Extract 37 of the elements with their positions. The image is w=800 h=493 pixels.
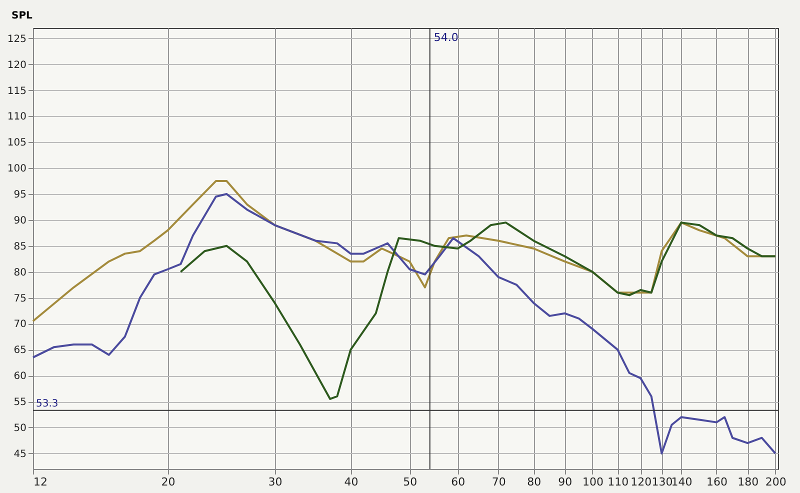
x-tick-label: 180 <box>738 476 759 488</box>
x-tick-label: 30 <box>268 476 282 488</box>
x-tick-label: 50 <box>403 476 418 488</box>
y-axis-title: SPL <box>12 10 34 22</box>
y-tick-label: 105 <box>7 138 26 149</box>
y-tick-label: 60 <box>14 371 26 382</box>
y-tick-label: 45 <box>14 448 26 460</box>
x-tick-label: 90 <box>558 476 572 488</box>
x-tick-label: 12 <box>34 476 48 488</box>
y-tick-label: 65 <box>14 345 26 356</box>
x-tick-label: 20 <box>161 476 176 488</box>
y-tick-label: 95 <box>14 190 26 201</box>
y-tick-label: 75 <box>14 293 26 304</box>
y-tick-label: 70 <box>14 319 26 330</box>
x-tick-label: 140 <box>671 476 692 488</box>
x-tick-label: 60 <box>451 476 466 488</box>
ref-line-label: 53.3 <box>36 398 58 410</box>
y-tick-label: 80 <box>14 267 26 278</box>
y-tick-label: 55 <box>14 397 26 408</box>
x-tick-label: 200 <box>765 476 786 488</box>
y-tick-label: 90 <box>14 215 26 226</box>
x-tick-label: 130 <box>652 476 673 488</box>
x-tick-label: 80 <box>527 476 542 488</box>
x-tick-label: 100 <box>582 476 604 488</box>
ref-line-label: 54.0 <box>434 31 458 44</box>
x-tick-label: 70 <box>492 476 506 488</box>
x-tick-label: 120 <box>630 476 652 488</box>
y-tick-label: 85 <box>14 241 26 252</box>
y-tick-label: 125 <box>7 34 26 45</box>
x-tick-label: 110 <box>608 476 629 488</box>
y-tick-label: 115 <box>7 86 26 97</box>
y-tick-label: 100 <box>7 164 26 175</box>
x-tick-label: 160 <box>706 476 728 488</box>
x-tick-label: 40 <box>344 476 358 488</box>
y-tick-label: 110 <box>7 112 26 123</box>
y-tick-label: 50 <box>14 422 26 434</box>
y-tick-label: 120 <box>7 60 26 71</box>
